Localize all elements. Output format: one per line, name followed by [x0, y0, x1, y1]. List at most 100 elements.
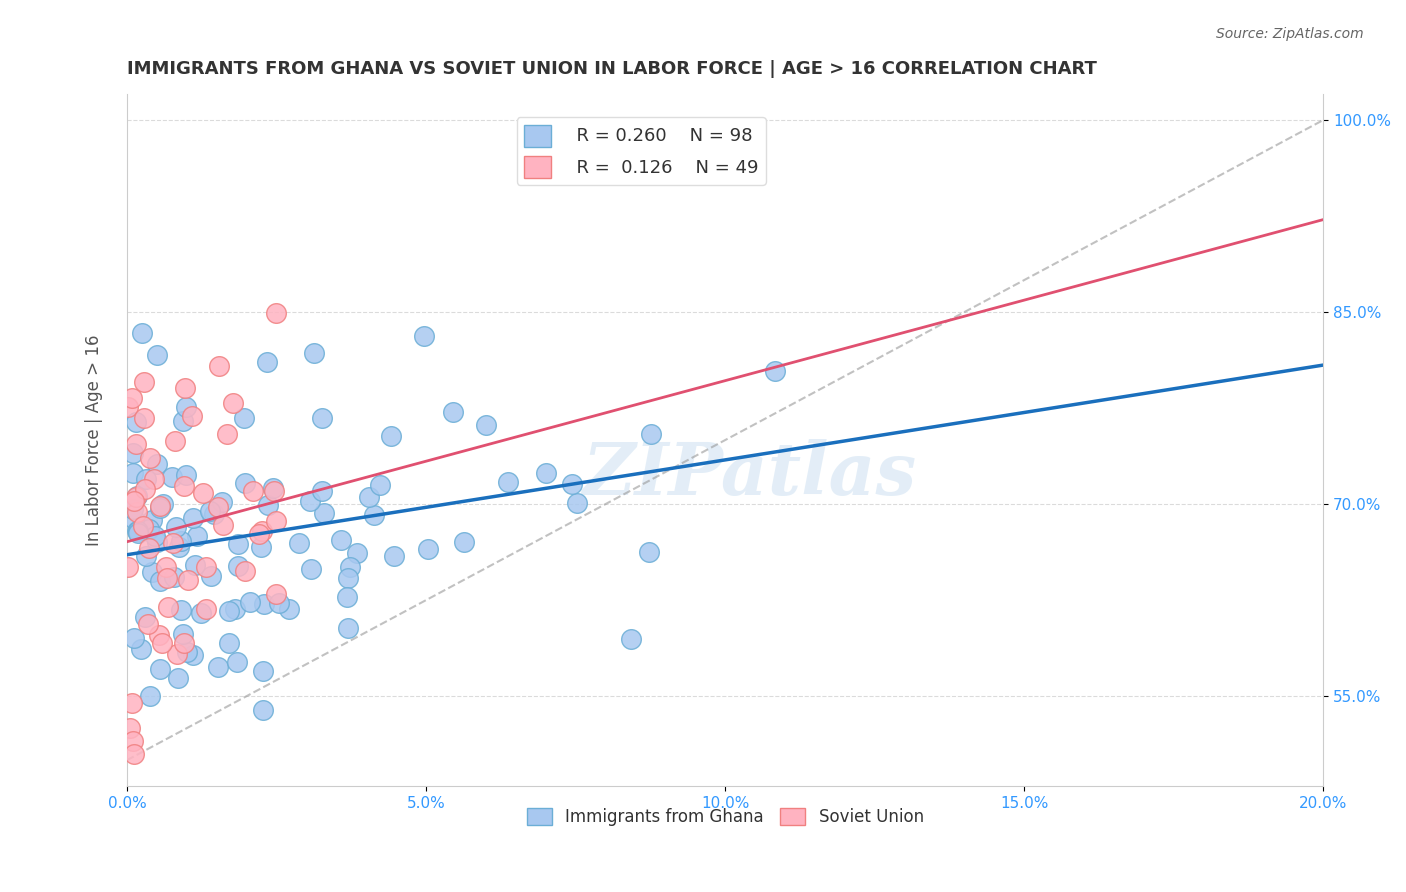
Immigrants from Ghana	[638, 545, 661, 559]
Immigrants from Ghana	[278, 602, 301, 616]
Soviet Union	[118, 721, 141, 735]
Soviet Union	[142, 472, 165, 486]
Immigrants from Ghana	[170, 602, 193, 616]
Immigrants from Ghana	[167, 540, 190, 554]
Soviet Union	[250, 524, 273, 538]
Soviet Union	[156, 571, 179, 585]
Soviet Union	[173, 479, 195, 493]
Soviet Union	[166, 647, 188, 661]
Soviet Union	[207, 500, 229, 514]
Soviet Union	[132, 411, 155, 425]
Immigrants from Ghana	[141, 565, 163, 579]
Immigrants from Ghana	[207, 660, 229, 674]
Immigrants from Ghana	[146, 535, 169, 549]
Immigrants from Ghana	[218, 636, 240, 650]
Soviet Union	[121, 391, 143, 405]
Immigrants from Ghana	[174, 468, 197, 483]
Soviet Union	[163, 434, 186, 448]
Immigrants from Ghana	[368, 477, 391, 491]
Immigrants from Ghana	[413, 329, 436, 343]
Immigrants from Ghana	[224, 602, 246, 616]
Soviet Union	[195, 602, 218, 616]
Immigrants from Ghana	[127, 526, 149, 541]
Immigrants from Ghana	[339, 560, 361, 574]
Immigrants from Ghana	[299, 494, 322, 508]
Immigrants from Ghana	[138, 522, 160, 536]
Immigrants from Ghana	[135, 549, 157, 563]
Immigrants from Ghana	[148, 501, 170, 516]
Immigrants from Ghana	[416, 542, 439, 557]
Soviet Union	[266, 306, 288, 320]
Immigrants from Ghana	[311, 483, 333, 498]
Immigrants from Ghana	[138, 690, 160, 704]
Immigrants from Ghana	[176, 645, 198, 659]
Soviet Union	[134, 482, 156, 496]
Soviet Union	[139, 451, 162, 466]
Immigrants from Ghana	[146, 457, 169, 471]
Soviet Union	[127, 505, 149, 519]
Immigrants from Ghana	[250, 540, 273, 554]
Soviet Union	[122, 493, 145, 508]
Immigrants from Ghana	[226, 536, 249, 550]
Soviet Union	[138, 541, 160, 555]
Immigrants from Ghana	[163, 570, 186, 584]
Immigrants from Ghana	[257, 498, 280, 512]
Immigrants from Ghana	[141, 513, 163, 527]
Immigrants from Ghana	[536, 466, 558, 480]
Immigrants from Ghana	[135, 472, 157, 486]
Immigrants from Ghana	[170, 534, 193, 549]
Immigrants from Ghana	[312, 506, 335, 520]
Soviet Union	[177, 573, 200, 587]
Immigrants from Ghana	[174, 400, 197, 414]
Immigrants from Ghana	[336, 571, 359, 585]
Immigrants from Ghana	[122, 512, 145, 526]
Immigrants from Ghana	[146, 348, 169, 362]
Immigrants from Ghana	[122, 631, 145, 645]
Text: IMMIGRANTS FROM GHANA VS SOVIET UNION IN LABOR FORCE | AGE > 16 CORRELATION CHAR: IMMIGRANTS FROM GHANA VS SOVIET UNION IN…	[127, 60, 1097, 78]
Immigrants from Ghana	[763, 364, 786, 378]
Immigrants from Ghana	[441, 405, 464, 419]
Immigrants from Ghana	[165, 520, 187, 534]
Immigrants from Ghana	[620, 632, 643, 646]
Immigrants from Ghana	[200, 504, 222, 518]
Soviet Union	[157, 599, 180, 614]
Soviet Union	[131, 519, 153, 533]
Immigrants from Ghana	[152, 497, 174, 511]
Soviet Union	[242, 484, 264, 499]
Immigrants from Ghana	[181, 648, 204, 662]
Soviet Union	[121, 696, 143, 710]
Soviet Union	[233, 565, 256, 579]
Immigrants from Ghana	[359, 490, 381, 504]
Soviet Union	[266, 514, 288, 528]
Immigrants from Ghana	[239, 595, 262, 609]
Soviet Union	[122, 734, 145, 748]
Soviet Union	[174, 381, 197, 395]
Soviet Union	[173, 636, 195, 650]
Immigrants from Ghana	[267, 596, 290, 610]
Immigrants from Ghana	[184, 558, 207, 573]
Immigrants from Ghana	[252, 664, 274, 678]
Soviet Union	[162, 536, 184, 550]
Immigrants from Ghana	[129, 642, 152, 657]
Immigrants from Ghana	[149, 662, 172, 676]
Soviet Union	[222, 396, 245, 410]
Soviet Union	[148, 628, 170, 642]
Soviet Union	[195, 559, 218, 574]
Immigrants from Ghana	[233, 475, 256, 490]
Immigrants from Ghana	[311, 410, 333, 425]
Immigrants from Ghana	[256, 355, 278, 369]
Soviet Union	[212, 518, 235, 533]
Immigrants from Ghana	[252, 703, 274, 717]
Soviet Union	[266, 587, 288, 601]
Immigrants from Ghana	[346, 546, 368, 560]
Immigrants from Ghana	[134, 610, 156, 624]
Soviet Union	[247, 527, 270, 541]
Text: Source: ZipAtlas.com: Source: ZipAtlas.com	[1216, 27, 1364, 41]
Soviet Union	[149, 500, 172, 514]
Immigrants from Ghana	[122, 501, 145, 516]
Immigrants from Ghana	[125, 489, 148, 503]
Immigrants from Ghana	[496, 475, 519, 490]
Soviet Union	[117, 560, 139, 574]
Immigrants from Ghana	[225, 656, 247, 670]
Immigrants from Ghana	[302, 346, 325, 360]
